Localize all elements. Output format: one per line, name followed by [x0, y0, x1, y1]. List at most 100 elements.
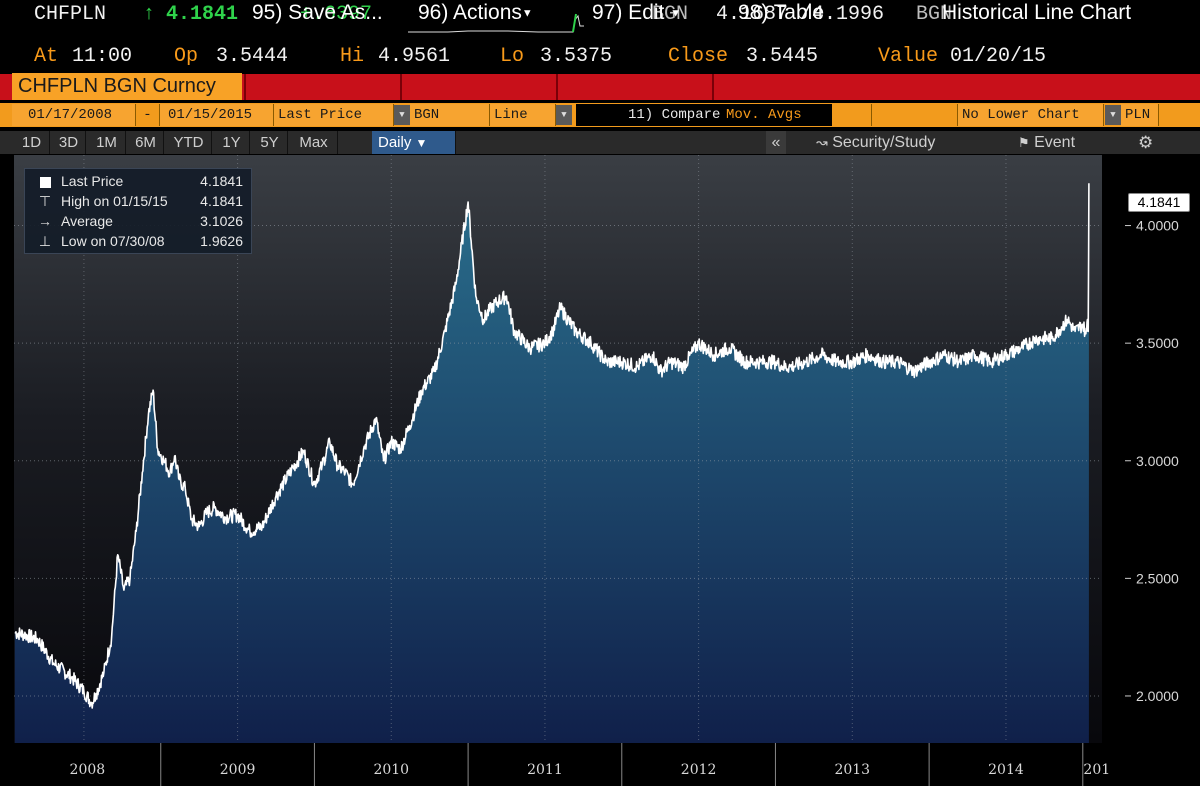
caret-down-icon: ▼ [670, 7, 682, 20]
last-price-tag: 4.1841 [1128, 193, 1190, 212]
ticker: CHFPLN [34, 3, 107, 26]
security-study-button[interactable]: ↝ Security/Study [816, 131, 935, 154]
dropdown-arrow-icon[interactable]: ▼ [556, 105, 572, 125]
moving-averages-button[interactable]: Mov. Avgs [726, 107, 802, 123]
high-label: Hi [340, 45, 365, 68]
area-layer [14, 183, 1089, 743]
legend-value: 4.1841 [200, 173, 243, 189]
legend-row-high: ⊤ High on 01/15/15 4.1841 [31, 191, 247, 211]
axis-layer: 2.0000 2.5000 3.0000 3.5000 4.0000 2008 2009 20… [0, 155, 1200, 786]
period-button-3d[interactable]: 3D [52, 131, 86, 154]
period-bar [0, 131, 1200, 154]
source-label-2: BGN [916, 3, 953, 26]
chart-style-select[interactable]: Line [490, 104, 556, 126]
lower-chart-select[interactable]: No Lower Chart [958, 104, 1104, 126]
legend-value: 3.1026 [200, 213, 243, 229]
line-layer [14, 183, 1090, 709]
frequency-label: Daily [378, 134, 412, 151]
source-label: BGN [652, 3, 689, 26]
save-as-button[interactable]: 95) Save As... [252, 1, 383, 24]
menu-separator [244, 74, 246, 100]
start-date-field[interactable]: 01/17/2008 [12, 104, 136, 126]
compare-area[interactable]: 11) Compare Mov. Avgs [576, 104, 832, 126]
caret-down-icon: ▼ [521, 7, 533, 20]
legend-value: 1.9626 [200, 233, 243, 249]
quote-stats: At 11:00 Op 3.5444 Hi 4.9561 Lo 3.5375 C… [0, 42, 1200, 72]
low-marker-icon: ⊥ [38, 233, 52, 249]
intraday-sparkline [408, 13, 584, 33]
legend-value: 4.1841 [200, 193, 243, 209]
actions-label: 96) Actions [418, 1, 522, 24]
edit-label: 97) Edit [592, 1, 665, 24]
quote-header: CHFPLN ↑ 4.1841 +.6397 BGN 4.1687 /4.199… [0, 0, 1200, 30]
period-button-1d[interactable]: 1D [14, 131, 50, 154]
security-title[interactable]: CHFPLN BGN Curncy [12, 73, 242, 100]
y-tick-label: 4.0000 [1136, 218, 1179, 234]
period-button-1y[interactable]: 1Y [214, 131, 250, 154]
x-year-label: 2012 [681, 762, 717, 778]
frequency-select[interactable]: Daily ▼ [372, 131, 456, 154]
x-axis-band [0, 743, 1200, 786]
close-label: Close [668, 45, 729, 68]
period-button-ytd[interactable]: YTD [166, 131, 212, 154]
period-button-6m[interactable]: 6M [128, 131, 164, 154]
average-marker-icon: → [38, 213, 52, 229]
currency-select[interactable]: PLN [1121, 104, 1159, 126]
x-year-label: 2013 [834, 762, 870, 778]
price-area [14, 183, 1089, 743]
value-label: Value [878, 45, 939, 68]
period-button-1m[interactable]: 1M [88, 131, 126, 154]
y-tick-label: 2.5000 [1136, 570, 1179, 586]
y-axis-band [1102, 155, 1200, 743]
y-tick-label: 2.0000 [1136, 688, 1179, 704]
high-value: 4.9561 [378, 45, 451, 68]
x-year-label: 2011 [527, 762, 563, 778]
flag-icon: ⚑ [1018, 135, 1030, 150]
high-marker-icon: ⊤ [38, 193, 52, 209]
y-tick-label: 3.0000 [1136, 453, 1179, 469]
end-date-field[interactable]: 01/15/2015 [160, 104, 274, 126]
y-tick-label: 3.5000 [1136, 335, 1179, 351]
up-arrow-icon: ↑ [143, 3, 156, 26]
edit-button[interactable]: 97) Edit ▼ [592, 0, 681, 26]
dropdown-arrow-icon[interactable]: ▼ [394, 105, 410, 125]
security-study-label: Security/Study [832, 134, 936, 151]
event-label: Event [1034, 134, 1076, 151]
period-button-max[interactable]: Max [290, 131, 338, 154]
legend-label: Last Price [61, 173, 124, 189]
legend-label: Average [61, 213, 113, 229]
value-date: 01/20/15 [950, 45, 1047, 68]
legend-label: High on 01/15/15 [61, 193, 168, 209]
x-year-label: 2010 [373, 762, 409, 778]
x-year-label: 2014 [988, 762, 1024, 778]
legend-label: Low on 07/30/08 [61, 233, 165, 249]
price-line [14, 183, 1090, 709]
at-value: 11:00 [72, 45, 133, 68]
x-year-label: 201 [1083, 762, 1110, 778]
compare-button[interactable]: 11) Compare [628, 107, 721, 123]
actions-button[interactable]: 96) Actions▼ [418, 0, 533, 26]
x-year-label: 2008 [70, 762, 106, 778]
price-field-select[interactable]: Last Price [274, 104, 394, 126]
event-button[interactable]: ⚑ Event [1018, 131, 1075, 154]
low-value: 3.5375 [540, 45, 613, 68]
low-label: Lo [500, 45, 525, 68]
dropdown-arrow-icon[interactable]: ▼ [1105, 105, 1121, 125]
legend-row-last: Last Price 4.1841 [31, 171, 247, 191]
bid-ask: 4.1687 /4.1996 [716, 3, 885, 26]
at-label: At [34, 45, 59, 68]
settings-spacer [832, 104, 872, 126]
collapse-button[interactable]: « [766, 131, 786, 154]
pricing-source-select[interactable]: BGN [410, 104, 490, 126]
menu-separator [400, 74, 402, 100]
chart-legend[interactable]: Last Price 4.1841 ⊤ High on 01/15/15 4.1… [24, 168, 252, 254]
settings-gear-icon[interactable]: ⚙ [1138, 133, 1154, 152]
historical-line-chart[interactable]: 2.0000 2.5000 3.0000 3.5000 4.0000 2008 2009 20… [0, 155, 1200, 786]
chart-type-name: Historical Line Chart [942, 1, 1132, 24]
table-button[interactable]: 98) Table [738, 1, 825, 24]
line-chart-icon: ↝ [816, 134, 828, 150]
last-price: 4.1841 [166, 3, 239, 26]
close-value: 3.5445 [746, 45, 819, 68]
period-button-5y[interactable]: 5Y [252, 131, 288, 154]
caret-down-icon: ▼ [415, 136, 428, 150]
